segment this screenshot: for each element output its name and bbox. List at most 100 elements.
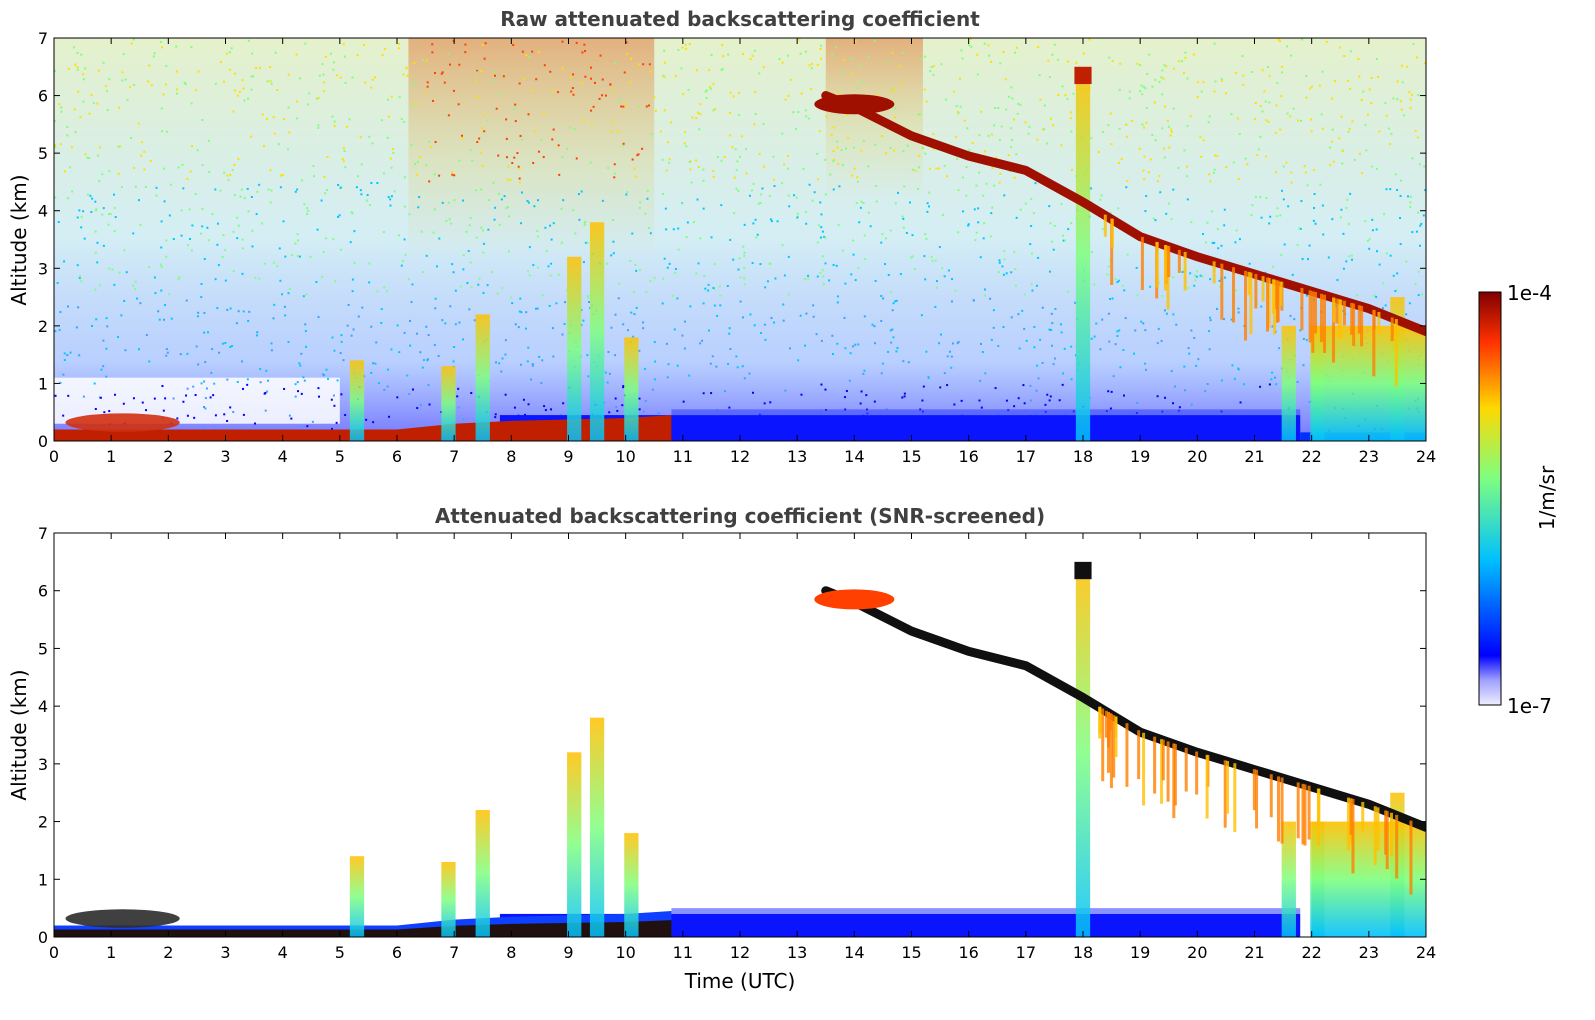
noise-pixel — [1350, 254, 1353, 257]
noise-pixel — [650, 133, 653, 136]
noise-pixel — [836, 146, 839, 149]
noise-pixel — [332, 238, 335, 241]
noise-pixel — [1381, 307, 1384, 310]
noise-pixel — [819, 48, 822, 51]
noise-pixel — [283, 387, 286, 390]
noise-pixel — [207, 139, 210, 142]
noise-pixel — [536, 307, 539, 310]
noise-pixel — [300, 179, 303, 182]
noise-pixel — [226, 378, 229, 381]
noise-pixel — [120, 314, 123, 317]
noise-pixel — [978, 134, 981, 137]
noise-pixel — [965, 194, 968, 197]
noise-pixel — [342, 43, 345, 46]
noise-pixel — [250, 195, 253, 198]
noise-pixel — [207, 239, 210, 242]
noise-pixel — [625, 41, 628, 44]
noise-pixel — [741, 365, 744, 368]
noise-pixel — [336, 379, 339, 382]
noise-pixel — [772, 155, 775, 158]
noise-pixel — [521, 50, 524, 53]
noise-pixel — [887, 61, 890, 64]
noise-pixel — [129, 86, 132, 89]
noise-pixel — [618, 282, 621, 285]
noise-pixel — [1061, 85, 1064, 88]
noise-pixel — [432, 231, 435, 234]
x-tick-label: 5 — [335, 943, 345, 962]
noise-pixel — [1111, 60, 1114, 63]
noise-pixel — [825, 115, 828, 118]
noise-pixel — [175, 70, 178, 73]
noise-pixel — [1000, 125, 1003, 128]
fallstreak — [1142, 732, 1146, 806]
noise-pixel — [1241, 55, 1244, 58]
noise-pixel — [1003, 258, 1006, 261]
noise-pixel — [324, 192, 327, 195]
noise-pixel — [663, 257, 666, 260]
noise-pixel — [836, 301, 839, 304]
noise-pixel — [1416, 56, 1419, 59]
noise-pixel — [1396, 189, 1399, 192]
noise-pixel — [782, 319, 785, 322]
noise-pixel — [925, 100, 928, 103]
noise-pixel — [575, 41, 578, 44]
noise-pixel — [266, 80, 269, 83]
fallstreak — [1372, 309, 1376, 377]
fallstreak — [1212, 261, 1216, 284]
noise-pixel — [203, 311, 206, 314]
noise-pixel — [1145, 121, 1148, 124]
fallstreak — [1303, 784, 1307, 846]
noise-pixel — [373, 76, 376, 79]
noise-pixel — [695, 69, 698, 72]
noise-pixel — [105, 347, 108, 350]
noise-pixel — [1143, 126, 1146, 129]
noise-pixel — [457, 103, 460, 106]
noise-pixel — [1206, 221, 1209, 224]
noise-pixel — [1414, 282, 1417, 285]
noise-pixel — [607, 166, 610, 169]
noise-pixel — [317, 96, 320, 99]
noise-pixel — [1050, 328, 1053, 331]
noise-pixel — [1107, 312, 1110, 315]
noise-pixel — [1052, 363, 1055, 366]
noise-pixel — [622, 323, 625, 326]
noise-pixel — [168, 293, 171, 296]
noise-pixel — [666, 376, 669, 379]
noise-pixel — [1107, 390, 1110, 393]
noise-pixel — [1131, 119, 1134, 122]
noise-pixel — [1034, 182, 1037, 185]
noise-pixel — [1242, 383, 1245, 386]
boundary-layer-bump — [65, 413, 180, 432]
noise-pixel — [1184, 51, 1187, 54]
noise-pixel — [339, 186, 342, 189]
noise-pixel — [125, 271, 128, 274]
noise-pixel — [768, 194, 771, 197]
noise-pixel — [763, 165, 766, 168]
noise-pixel — [434, 141, 437, 144]
noise-pixel — [743, 377, 746, 380]
noise-pixel — [954, 289, 957, 292]
noise-pixel — [400, 118, 403, 121]
fallstreak — [1275, 280, 1279, 310]
noise-pixel — [306, 103, 309, 106]
noise-pixel — [1268, 75, 1271, 78]
noise-pixel — [1060, 331, 1063, 334]
noise-pixel — [77, 306, 80, 309]
noise-pixel — [364, 81, 367, 84]
noise-pixel — [979, 342, 982, 345]
noise-pixel — [1023, 402, 1026, 405]
noise-pixel — [642, 327, 645, 330]
noise-pixel — [739, 300, 742, 303]
noise-pixel — [518, 177, 521, 180]
noise-pixel — [549, 274, 552, 277]
noise-pixel — [435, 265, 438, 268]
noise-pixel — [411, 105, 414, 108]
noise-pixel — [755, 236, 758, 239]
noise-pixel — [370, 325, 373, 328]
noise-pixel — [414, 82, 417, 85]
noise-pixel — [692, 221, 695, 224]
noise-pixel — [54, 143, 57, 146]
noise-pixel — [152, 55, 155, 58]
noise-pixel — [508, 215, 511, 218]
noise-pixel — [769, 401, 772, 404]
